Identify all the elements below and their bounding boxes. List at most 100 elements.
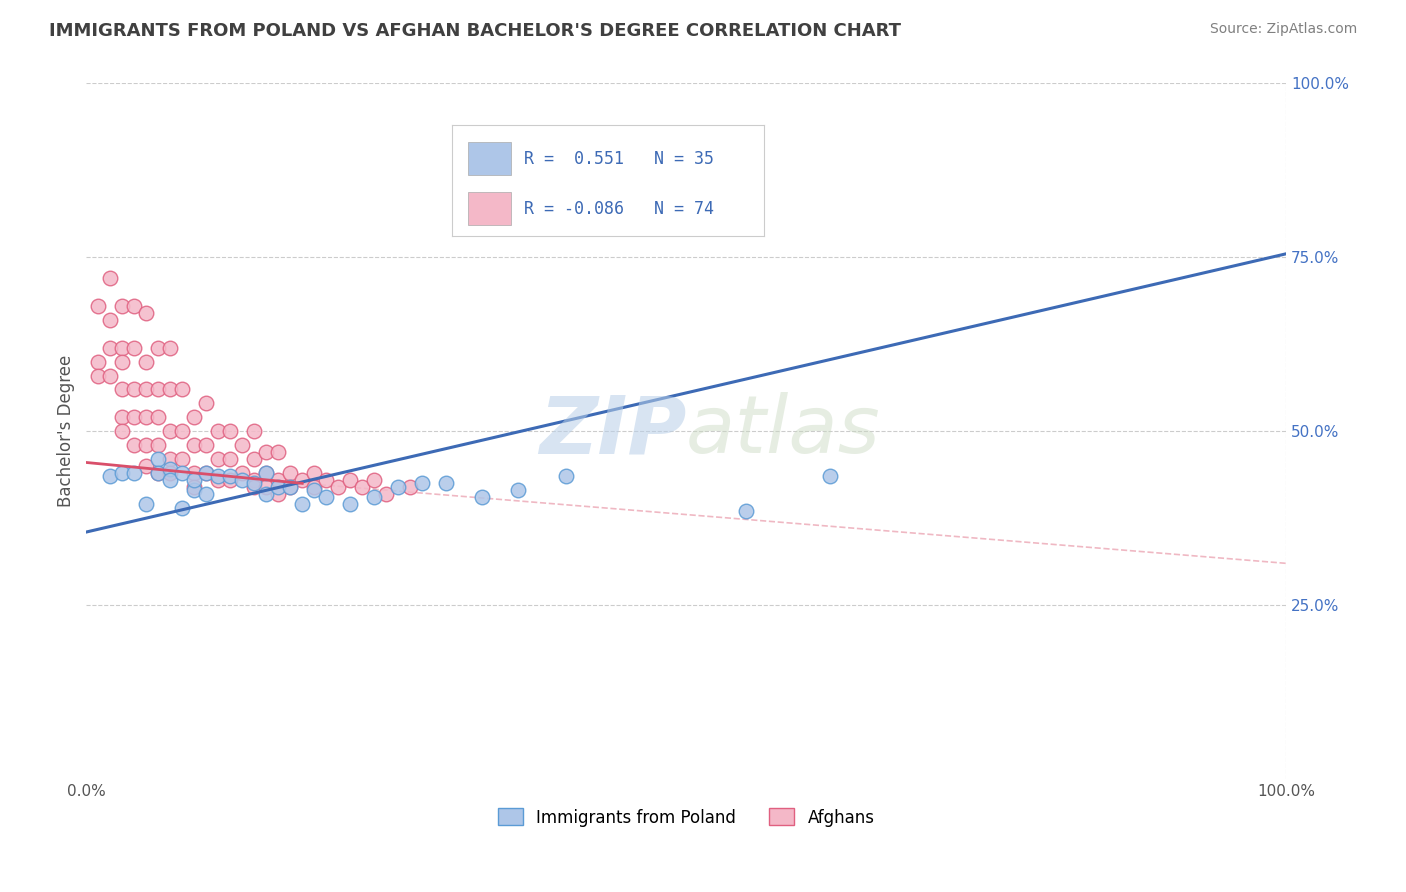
- Point: [387, 480, 409, 494]
- Point: [98, 368, 121, 383]
- Point: [111, 341, 134, 355]
- Point: [172, 424, 194, 438]
- Point: [254, 445, 277, 459]
- Point: [195, 396, 218, 410]
- Point: [111, 383, 134, 397]
- Point: [124, 341, 146, 355]
- Point: [363, 490, 385, 504]
- Point: [159, 383, 181, 397]
- Point: [124, 410, 146, 425]
- Point: [98, 341, 121, 355]
- Point: [254, 480, 277, 494]
- Point: [254, 487, 277, 501]
- Point: [219, 469, 242, 483]
- Point: [111, 410, 134, 425]
- Point: [267, 480, 290, 494]
- Point: [135, 497, 157, 511]
- Point: [183, 410, 205, 425]
- Point: [363, 473, 385, 487]
- Point: [195, 466, 218, 480]
- Point: [267, 487, 290, 501]
- Text: atlas: atlas: [686, 392, 882, 470]
- Point: [159, 466, 181, 480]
- Point: [352, 480, 374, 494]
- Point: [111, 424, 134, 438]
- Point: [555, 469, 578, 483]
- Point: [159, 452, 181, 467]
- Point: [159, 424, 181, 438]
- Point: [315, 473, 337, 487]
- Point: [278, 466, 301, 480]
- Point: [87, 299, 110, 313]
- Point: [278, 480, 301, 494]
- Point: [328, 480, 350, 494]
- Point: [148, 466, 170, 480]
- Point: [135, 458, 157, 473]
- Point: [98, 271, 121, 285]
- Point: [231, 466, 253, 480]
- Point: [124, 383, 146, 397]
- Point: [207, 469, 229, 483]
- Point: [124, 466, 146, 480]
- Point: [98, 313, 121, 327]
- Point: [195, 438, 218, 452]
- Point: [111, 354, 134, 368]
- Point: [219, 473, 242, 487]
- Point: [124, 438, 146, 452]
- Point: [148, 452, 170, 467]
- Point: [183, 466, 205, 480]
- Point: [148, 438, 170, 452]
- Point: [207, 452, 229, 467]
- Point: [148, 341, 170, 355]
- Text: IMMIGRANTS FROM POLAND VS AFGHAN BACHELOR'S DEGREE CORRELATION CHART: IMMIGRANTS FROM POLAND VS AFGHAN BACHELO…: [49, 22, 901, 40]
- Point: [135, 306, 157, 320]
- Point: [159, 341, 181, 355]
- Point: [243, 473, 266, 487]
- Point: [254, 466, 277, 480]
- Point: [243, 480, 266, 494]
- Point: [302, 480, 325, 494]
- Point: [375, 487, 398, 501]
- Text: ZIP: ZIP: [538, 392, 686, 470]
- Point: [148, 466, 170, 480]
- Point: [434, 476, 457, 491]
- Point: [243, 452, 266, 467]
- Point: [111, 466, 134, 480]
- Point: [411, 476, 433, 491]
- Point: [183, 438, 205, 452]
- Point: [183, 473, 205, 487]
- Point: [302, 483, 325, 498]
- Point: [183, 483, 205, 498]
- Point: [148, 410, 170, 425]
- Y-axis label: Bachelor's Degree: Bachelor's Degree: [58, 355, 75, 508]
- Point: [135, 438, 157, 452]
- Point: [267, 473, 290, 487]
- Point: [172, 466, 194, 480]
- Point: [135, 354, 157, 368]
- Point: [339, 497, 361, 511]
- Point: [183, 480, 205, 494]
- Point: [267, 445, 290, 459]
- Point: [243, 424, 266, 438]
- Point: [135, 383, 157, 397]
- Point: [172, 452, 194, 467]
- Point: [818, 469, 841, 483]
- Point: [399, 480, 422, 494]
- Point: [172, 383, 194, 397]
- Point: [195, 466, 218, 480]
- Point: [315, 490, 337, 504]
- Point: [508, 483, 530, 498]
- Point: [254, 466, 277, 480]
- Point: [207, 473, 229, 487]
- Text: Source: ZipAtlas.com: Source: ZipAtlas.com: [1209, 22, 1357, 37]
- Point: [302, 466, 325, 480]
- Point: [243, 476, 266, 491]
- Point: [735, 504, 758, 518]
- Point: [219, 452, 242, 467]
- Point: [111, 299, 134, 313]
- Point: [159, 473, 181, 487]
- Point: [207, 424, 229, 438]
- Point: [291, 497, 314, 511]
- Point: [172, 500, 194, 515]
- Point: [159, 462, 181, 476]
